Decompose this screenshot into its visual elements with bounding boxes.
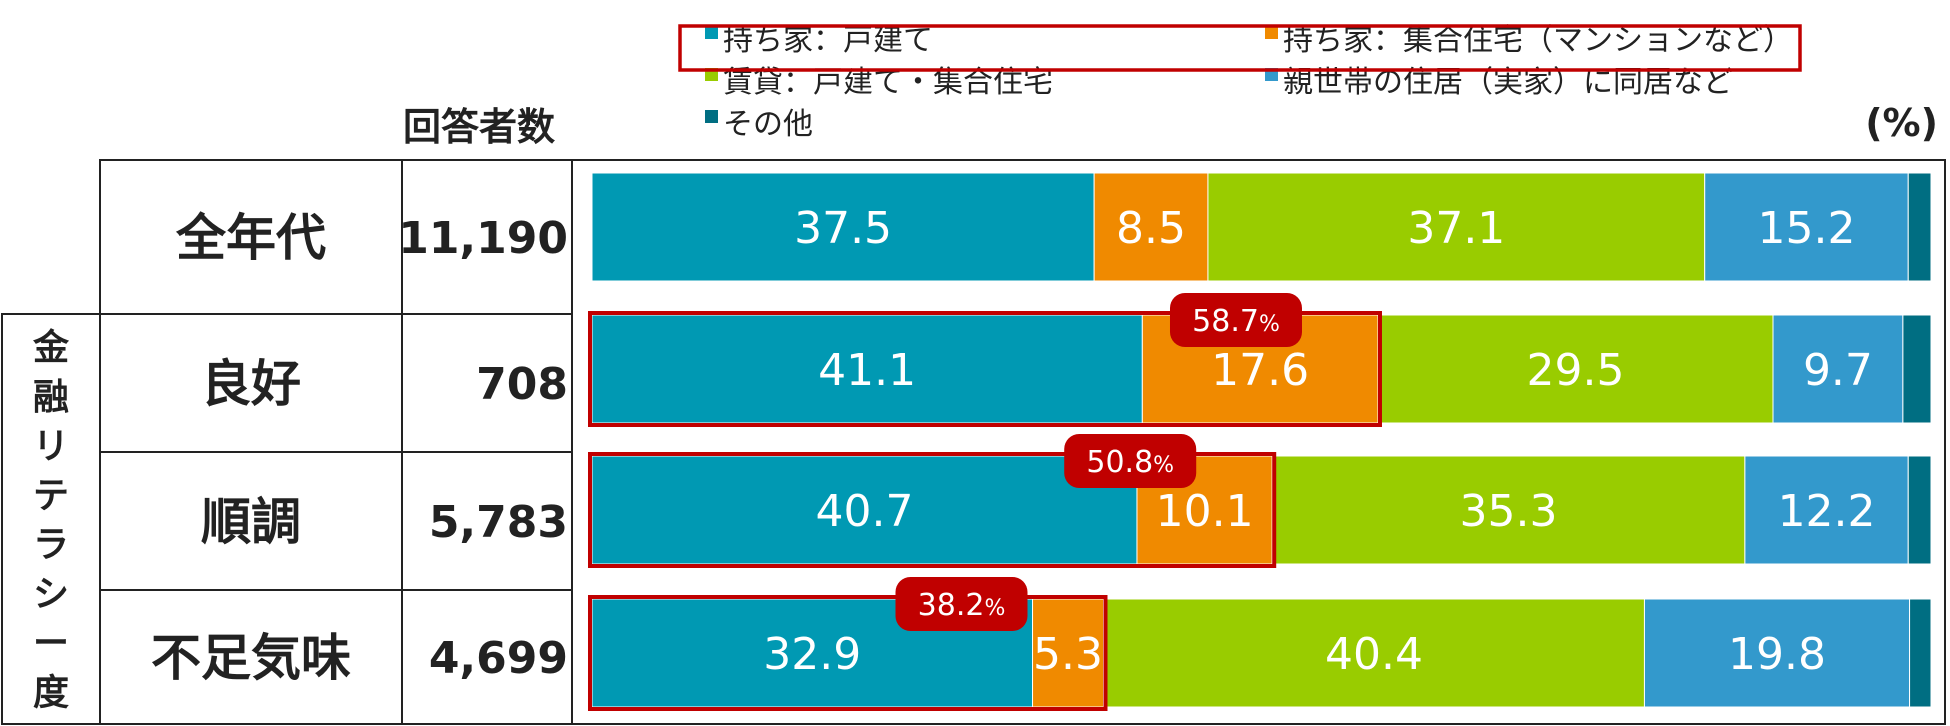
bar-label-1-3: 37.1	[1407, 203, 1505, 254]
bar-label-2-4: 9.7	[1803, 345, 1873, 396]
bars: 37.5 8.5 37.1 15.2 41.1 17.6 29.5 9.7 40.7 10.1 35…	[591, 172, 1932, 708]
bar-4-3	[1102, 598, 1645, 708]
group-label-char-1: 金	[32, 327, 70, 369]
bar-3-1	[591, 455, 1138, 565]
bar-3-3	[1271, 455, 1746, 565]
group-label-char-7: ー	[33, 623, 69, 664]
bar-label-1-2: 8.5	[1116, 203, 1186, 254]
badge-label-3: 38.2%	[918, 588, 1006, 623]
bar-4-4	[1643, 598, 1911, 708]
row-label-4: 不足気味	[151, 629, 351, 687]
bar-3-4	[1744, 455, 1909, 565]
group-label-char-5: ラ	[33, 525, 69, 566]
badge-label-2: 50.8%	[1086, 445, 1174, 480]
bar-label-4-4: 19.8	[1728, 629, 1826, 680]
bar-4-2	[1032, 598, 1104, 708]
bar-1-4	[1704, 172, 1909, 282]
highlight-box-3	[588, 595, 1108, 711]
bar-1-5	[1907, 172, 1932, 282]
bar-label-4-2: 5.3	[1033, 629, 1103, 680]
count-2: 708	[476, 359, 568, 410]
bar-label-1-4: 15.2	[1757, 203, 1855, 254]
bar-label-3-2: 10.1	[1156, 486, 1254, 537]
legend-swatch-2	[1265, 26, 1278, 39]
badge-value-2: 50.8	[1086, 445, 1153, 480]
badge-3	[895, 577, 1028, 631]
badge-unit-2: %	[1153, 453, 1174, 478]
bar-label-3-4: 12.2	[1778, 486, 1876, 537]
count-4: 4,699	[429, 633, 568, 684]
bar-label-2-2: 17.6	[1211, 345, 1309, 396]
legend-highlight-box	[678, 24, 1802, 72]
badge-1	[1169, 293, 1302, 347]
bar-label-1-1: 37.5	[794, 203, 892, 254]
highlights: 58.7%50.8%38.2%	[588, 293, 1382, 711]
bar-label-3-1: 40.7	[816, 486, 914, 537]
badge-unit-1: %	[1259, 312, 1280, 337]
legend-label-2: 持ち家：集合住宅（マンションなど）	[1283, 23, 1793, 58]
row-label-1: 全年代	[175, 209, 326, 267]
group-label-char-4: テ	[33, 475, 69, 516]
count-1: 11,190	[398, 213, 568, 264]
legend-swatch-1	[705, 26, 718, 39]
badge-value-1: 58.7	[1192, 304, 1259, 339]
bar-label-4-1: 32.9	[763, 629, 861, 680]
bar-1-3	[1207, 172, 1706, 282]
row-label-3: 順調	[201, 493, 301, 551]
unit-label: (%)	[1865, 101, 1938, 145]
bar-4-5	[1909, 598, 1932, 708]
row-label-2: 良好	[201, 355, 301, 413]
highlight-box-1	[588, 311, 1382, 427]
bar-label-2-1: 41.1	[818, 345, 916, 396]
table-grid	[1, 159, 1946, 725]
legend: 持ち家：戸建て 持ち家：集合住宅（マンションなど）賃貸：戸建て・集合住宅 親世帯の住…	[678, 23, 1802, 142]
group-label-char-2: 融	[33, 377, 69, 418]
bar-label-3-3: 35.3	[1460, 486, 1558, 537]
legend-swatch-5	[705, 110, 718, 123]
bar-2-3	[1377, 314, 1774, 424]
row-labels: 全年代 11,190 良好 708 順調 5,783 不足気味 4,699	[151, 209, 568, 687]
group-label-char-6: シ	[33, 574, 69, 615]
bar-1-2	[1093, 172, 1209, 282]
group-label-char-8: 度	[33, 672, 69, 713]
bar-2-4	[1772, 314, 1904, 424]
count-3: 5,783	[429, 497, 568, 548]
badge-label-1: 58.7%	[1192, 304, 1280, 339]
bar-label-4-3: 40.4	[1325, 629, 1423, 680]
bar-1-1	[591, 172, 1095, 282]
group-label-cell	[1, 313, 100, 725]
legend-label-1: 持ち家：戸建て	[723, 23, 933, 58]
badge-unit-3: %	[984, 596, 1005, 621]
badge-2	[1064, 434, 1197, 488]
badge-value-3: 38.2	[918, 588, 985, 623]
table-border	[99, 159, 1946, 725]
bar-3-5	[1907, 455, 1932, 565]
count-header: 回答者数	[403, 105, 555, 149]
group-label-char-3: リ	[33, 426, 69, 467]
highlight-box-2	[588, 452, 1277, 568]
bar-2-5	[1902, 314, 1932, 424]
legend-label-5: その他	[723, 107, 813, 142]
bar-label-2-3: 29.5	[1527, 345, 1625, 396]
